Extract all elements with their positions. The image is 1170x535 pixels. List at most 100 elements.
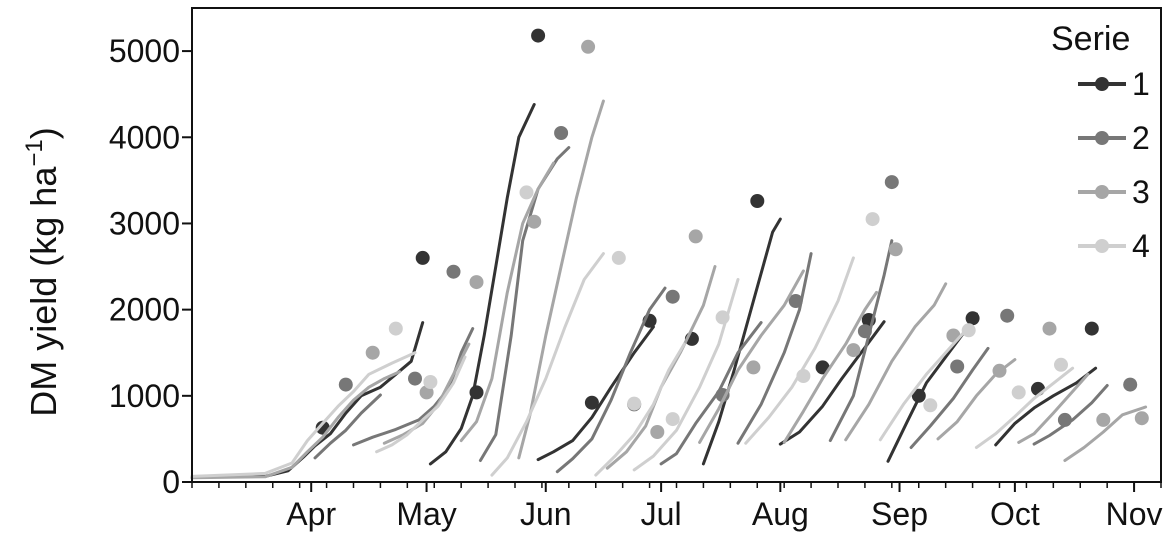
y-tick-label: 0	[162, 464, 180, 500]
legend-label: 2	[1132, 120, 1150, 156]
legend-title: Serie	[1051, 20, 1130, 58]
series-2-point-13	[1057, 412, 1072, 427]
series-2-line-4	[555, 286, 667, 474]
series-2-line-2	[352, 327, 475, 447]
series-1-line-3	[536, 325, 655, 462]
series-2-point-3	[446, 264, 461, 279]
plot-marks	[190, 28, 1149, 480]
series-2-point-2	[408, 371, 422, 386]
series-1-point-2	[415, 250, 430, 265]
y-axis-title-text: DM yield (kg ha	[23, 166, 64, 417]
x-tick-label: Apr	[286, 496, 336, 532]
series-1-line-4	[701, 217, 782, 466]
series-3-line-8	[844, 282, 948, 442]
legend-swatch-point	[1095, 239, 1109, 253]
series-1-point-5	[584, 395, 599, 410]
series-2-point-11	[950, 359, 965, 374]
y-axis-title: DM yield (kg ha−1)	[21, 127, 64, 416]
series-3-point-7	[688, 229, 703, 244]
series-4-point-11	[961, 323, 976, 338]
x-tick-label: Nov	[1106, 496, 1163, 532]
series-3-point-5	[581, 39, 596, 54]
series-3-point-4	[527, 214, 542, 229]
series-1-point-8	[750, 194, 765, 208]
series-2-point-10	[884, 175, 899, 190]
series-1-point-4	[531, 28, 546, 43]
plot-area-frame	[191, 7, 1162, 483]
y-axis: 0 1000 2000 3000 4000 5000	[109, 33, 192, 500]
series-4-point-3	[519, 185, 534, 200]
y-tick-label: 2000	[109, 292, 180, 328]
y-tick-label: 5000	[109, 33, 180, 69]
series-4-point-9	[865, 212, 880, 227]
legend-label: 4	[1132, 228, 1150, 264]
series-1-point-3	[469, 385, 484, 400]
series-4-line-3	[490, 252, 605, 477]
series-4-point-2	[423, 375, 438, 389]
series-4-point-5	[627, 396, 642, 411]
series-3-point-1	[365, 345, 380, 360]
legend-swatch-point	[1095, 185, 1109, 199]
legend-label: 1	[1132, 66, 1150, 102]
series-3-point-8	[746, 360, 761, 375]
x-tick-label: Aug	[752, 496, 809, 532]
series-4-point-13	[1054, 357, 1068, 372]
series-2-line-1	[313, 393, 382, 460]
y-tick-label: 4000	[109, 119, 180, 155]
series-2-line-3	[478, 146, 571, 462]
series-3-point-12	[992, 363, 1007, 378]
series-2-point-9	[857, 324, 872, 339]
series-4-point-7	[715, 310, 730, 325]
series-4-point-6	[665, 412, 680, 427]
series-4-line-4	[594, 342, 686, 477]
series-4-line-7	[878, 329, 967, 442]
series-1-line-2	[428, 103, 536, 466]
y-axis-title-close: )	[23, 127, 64, 139]
series-3-line-6	[698, 269, 805, 444]
series-4-line-1	[190, 351, 417, 478]
legend-swatch-point	[1095, 131, 1109, 145]
series-4-line-6	[744, 256, 855, 445]
series-1-line-6	[886, 312, 978, 463]
series-4-point-8	[796, 369, 811, 383]
series-3-line-11	[1063, 405, 1148, 462]
series-1-point-11	[911, 388, 926, 403]
legend-swatch-point	[1095, 77, 1109, 91]
series-1-line-1	[190, 321, 425, 479]
series-3-point-14	[1096, 412, 1111, 427]
series-2-point-8	[788, 294, 803, 308]
series-2-point-14	[1123, 377, 1138, 392]
series-4-point-10	[923, 398, 938, 413]
series-4-line-8	[974, 366, 1075, 449]
series-4-point-4	[611, 250, 626, 265]
series-2-line-6	[736, 252, 813, 445]
series-3-point-13	[1042, 321, 1057, 336]
x-tick-label: May	[396, 496, 456, 532]
series-3-line-1	[190, 370, 402, 480]
series-1-point-12	[965, 311, 980, 326]
legend-label: 3	[1132, 174, 1150, 210]
legend: Serie 1 2 3 4	[1051, 20, 1150, 264]
series-3-point-6	[650, 425, 665, 439]
series-2-line-9	[1032, 384, 1109, 446]
y-tick-label: 1000	[109, 378, 180, 414]
series-4-point-1	[388, 321, 403, 336]
series-1-point-14	[1084, 321, 1099, 336]
series-4-line-5	[632, 278, 740, 472]
x-axis: Apr May Jun Jul Aug Sep Oct Nov	[191, 482, 1163, 532]
series-4-line-2	[375, 355, 467, 454]
x-tick-label: Oct	[990, 496, 1040, 532]
series-2-point-6	[665, 289, 680, 304]
series-2-point-4	[554, 126, 569, 140]
x-tick-label: Jul	[641, 496, 682, 532]
series-2-line-7	[828, 239, 894, 443]
series-3-point-3	[469, 275, 484, 290]
series-2-point-1	[338, 377, 353, 392]
x-tick-label: Sep	[871, 496, 928, 532]
series-3-point-10	[888, 242, 903, 257]
series-3-point-15	[1134, 411, 1149, 426]
y-axis-title-superscript: −1	[21, 139, 48, 166]
series-2-line-8	[909, 346, 990, 449]
series-1-line-7	[994, 366, 1098, 447]
